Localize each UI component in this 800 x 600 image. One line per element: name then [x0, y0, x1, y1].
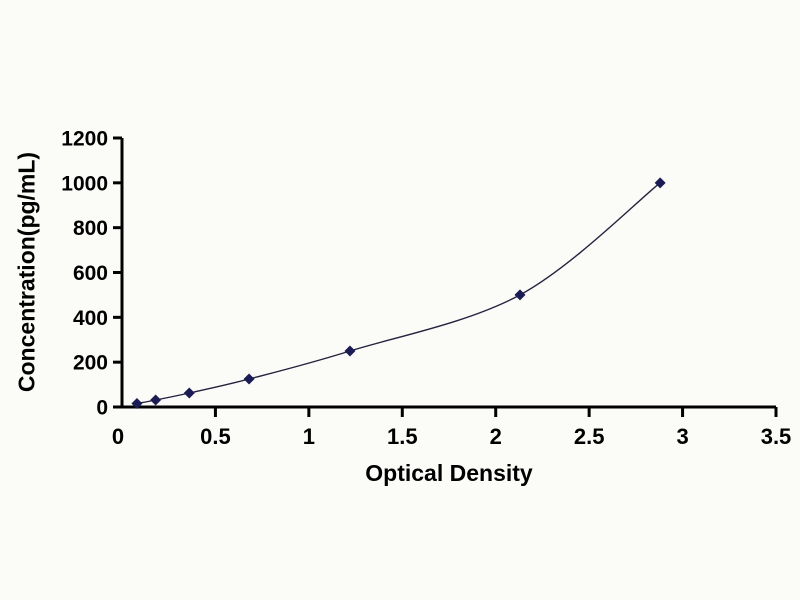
data-point-marker	[183, 387, 195, 399]
data-point-marker	[654, 177, 666, 189]
data-point-marker	[150, 394, 162, 406]
y-tick-label: 0	[96, 397, 108, 420]
x-tick-label: 1.5	[387, 424, 418, 449]
x-tick-label: 0.5	[200, 424, 231, 449]
y-axis-title: Concentration(pg/mL)	[13, 151, 40, 393]
x-tick-label: 3.5	[761, 424, 792, 449]
x-tick-label: 3	[676, 424, 688, 449]
data-point-marker	[344, 345, 356, 357]
x-tick-label: 2	[490, 424, 502, 449]
x-tick-label: 2.5	[574, 424, 605, 449]
y-tick-label: 1200	[61, 128, 108, 151]
y-tick-label: 400	[73, 307, 108, 330]
y-tick-label: 1000	[61, 172, 108, 195]
curve-line	[136, 182, 661, 405]
y-tick-label: 600	[73, 262, 108, 285]
data-point-marker	[131, 398, 143, 410]
y-tick-label: 800	[73, 217, 108, 240]
x-tick-label: 1	[303, 424, 315, 449]
data-point-marker	[243, 373, 255, 385]
x-axis-title: Optical Density	[365, 460, 533, 486]
data-point-marker	[514, 289, 526, 301]
y-tick-label: 200	[73, 352, 108, 375]
x-tick-label: 0	[112, 424, 124, 449]
